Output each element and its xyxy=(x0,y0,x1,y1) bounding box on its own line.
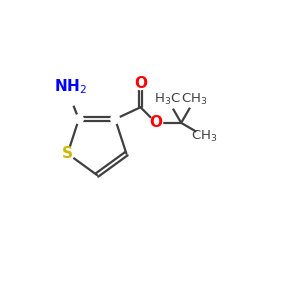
Text: S: S xyxy=(62,146,73,161)
Circle shape xyxy=(134,77,147,90)
Circle shape xyxy=(111,115,120,124)
Text: O: O xyxy=(134,76,147,91)
Text: CH$_3$: CH$_3$ xyxy=(181,92,208,107)
Circle shape xyxy=(61,88,79,106)
Circle shape xyxy=(196,128,212,144)
Text: CH$_3$: CH$_3$ xyxy=(191,129,217,144)
Circle shape xyxy=(186,92,203,108)
Circle shape xyxy=(61,147,74,160)
Text: O: O xyxy=(150,116,163,130)
Circle shape xyxy=(150,116,163,129)
Text: H$_3$C: H$_3$C xyxy=(154,92,182,107)
Circle shape xyxy=(74,115,83,124)
Text: NH$_2$: NH$_2$ xyxy=(53,77,86,95)
Circle shape xyxy=(158,91,177,110)
